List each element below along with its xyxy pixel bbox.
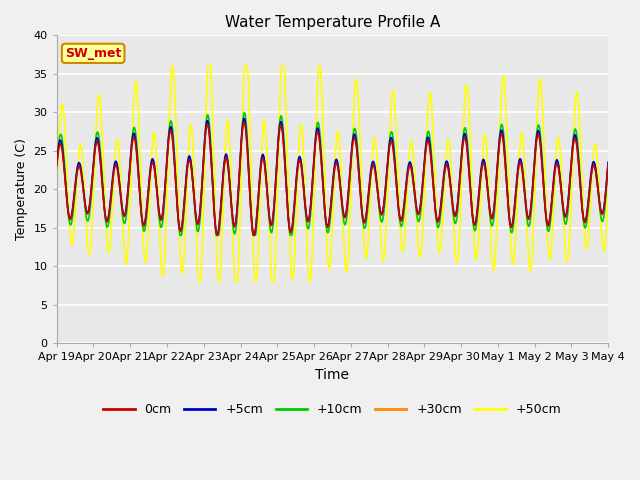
Title: Water Temperature Profile A: Water Temperature Profile A <box>225 15 440 30</box>
Text: SW_met: SW_met <box>65 47 122 60</box>
Y-axis label: Temperature (C): Temperature (C) <box>15 138 28 240</box>
X-axis label: Time: Time <box>316 368 349 382</box>
Legend: 0cm, +5cm, +10cm, +30cm, +50cm: 0cm, +5cm, +10cm, +30cm, +50cm <box>99 398 566 421</box>
